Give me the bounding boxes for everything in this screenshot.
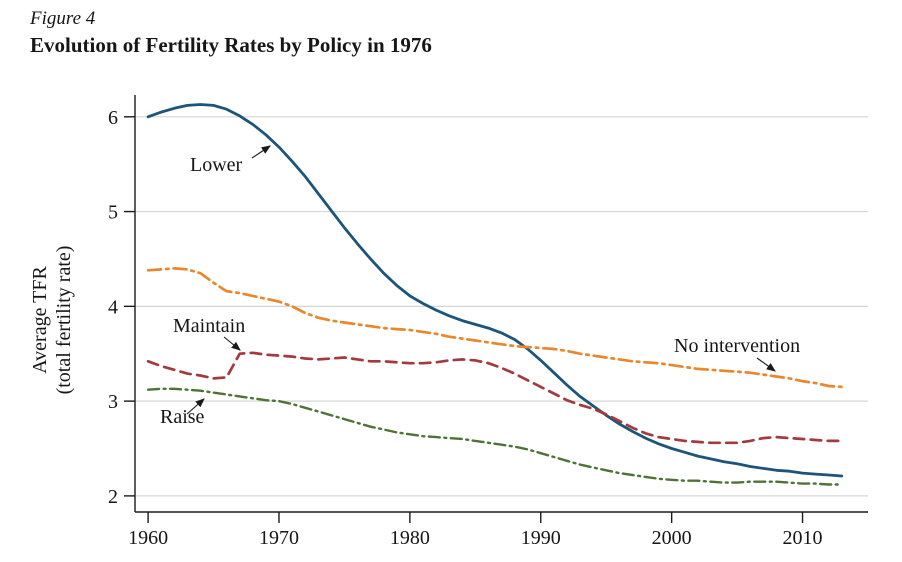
series-line-no-intervention [146,267,844,389]
annotation-arrow-maintain [223,336,241,351]
x-tick-label-2000: 2000 [652,527,692,549]
annotation-label-lower: Lower [190,154,243,176]
annotation-arrow-lower [251,145,271,159]
annotation-label-no-intervention: No intervention [674,335,800,357]
y-axis-label-line1: Average TFR [29,266,51,374]
series-line-raise [146,387,843,486]
series-line-lower [146,103,844,478]
y-tick-label-3: 3 [108,391,118,413]
gridlines [136,116,868,497]
x-tick-label-1970: 1970 [259,527,299,549]
y-tick-label-2: 2 [108,486,118,508]
y-tick-label-6: 6 [108,107,118,129]
x-tick-label-2010: 2010 [783,527,823,549]
y-tick-label-4: 4 [108,296,118,318]
x-tick-label-1980: 1980 [390,527,430,549]
series-lines [146,103,844,486]
annotation-label-maintain: Maintain [173,315,245,337]
annotation-label-raise: Raise [160,406,205,428]
annotation-arrow-raise [186,398,205,415]
figure-label: Figure 4 [30,8,96,29]
annotation-arrow-no-intervention [756,357,776,372]
axes: 2 3 4 5 6 1960 1970 1980 1990 2000 2010 [108,95,868,549]
series-line-maintain [146,351,844,445]
y-axis-label-line2: (total fertility rate) [53,246,75,395]
figure-title: Evolution of Fertility Rates by Policy i… [30,33,432,57]
x-tick-label-1990: 1990 [521,527,561,549]
annotations: Lower Maintain Raise No intervention [160,145,800,428]
x-tick-label-1960: 1960 [128,527,168,549]
y-tick-label-5: 5 [108,202,118,224]
y-axis-title: Average TFR (total fertility rate) [29,246,75,395]
